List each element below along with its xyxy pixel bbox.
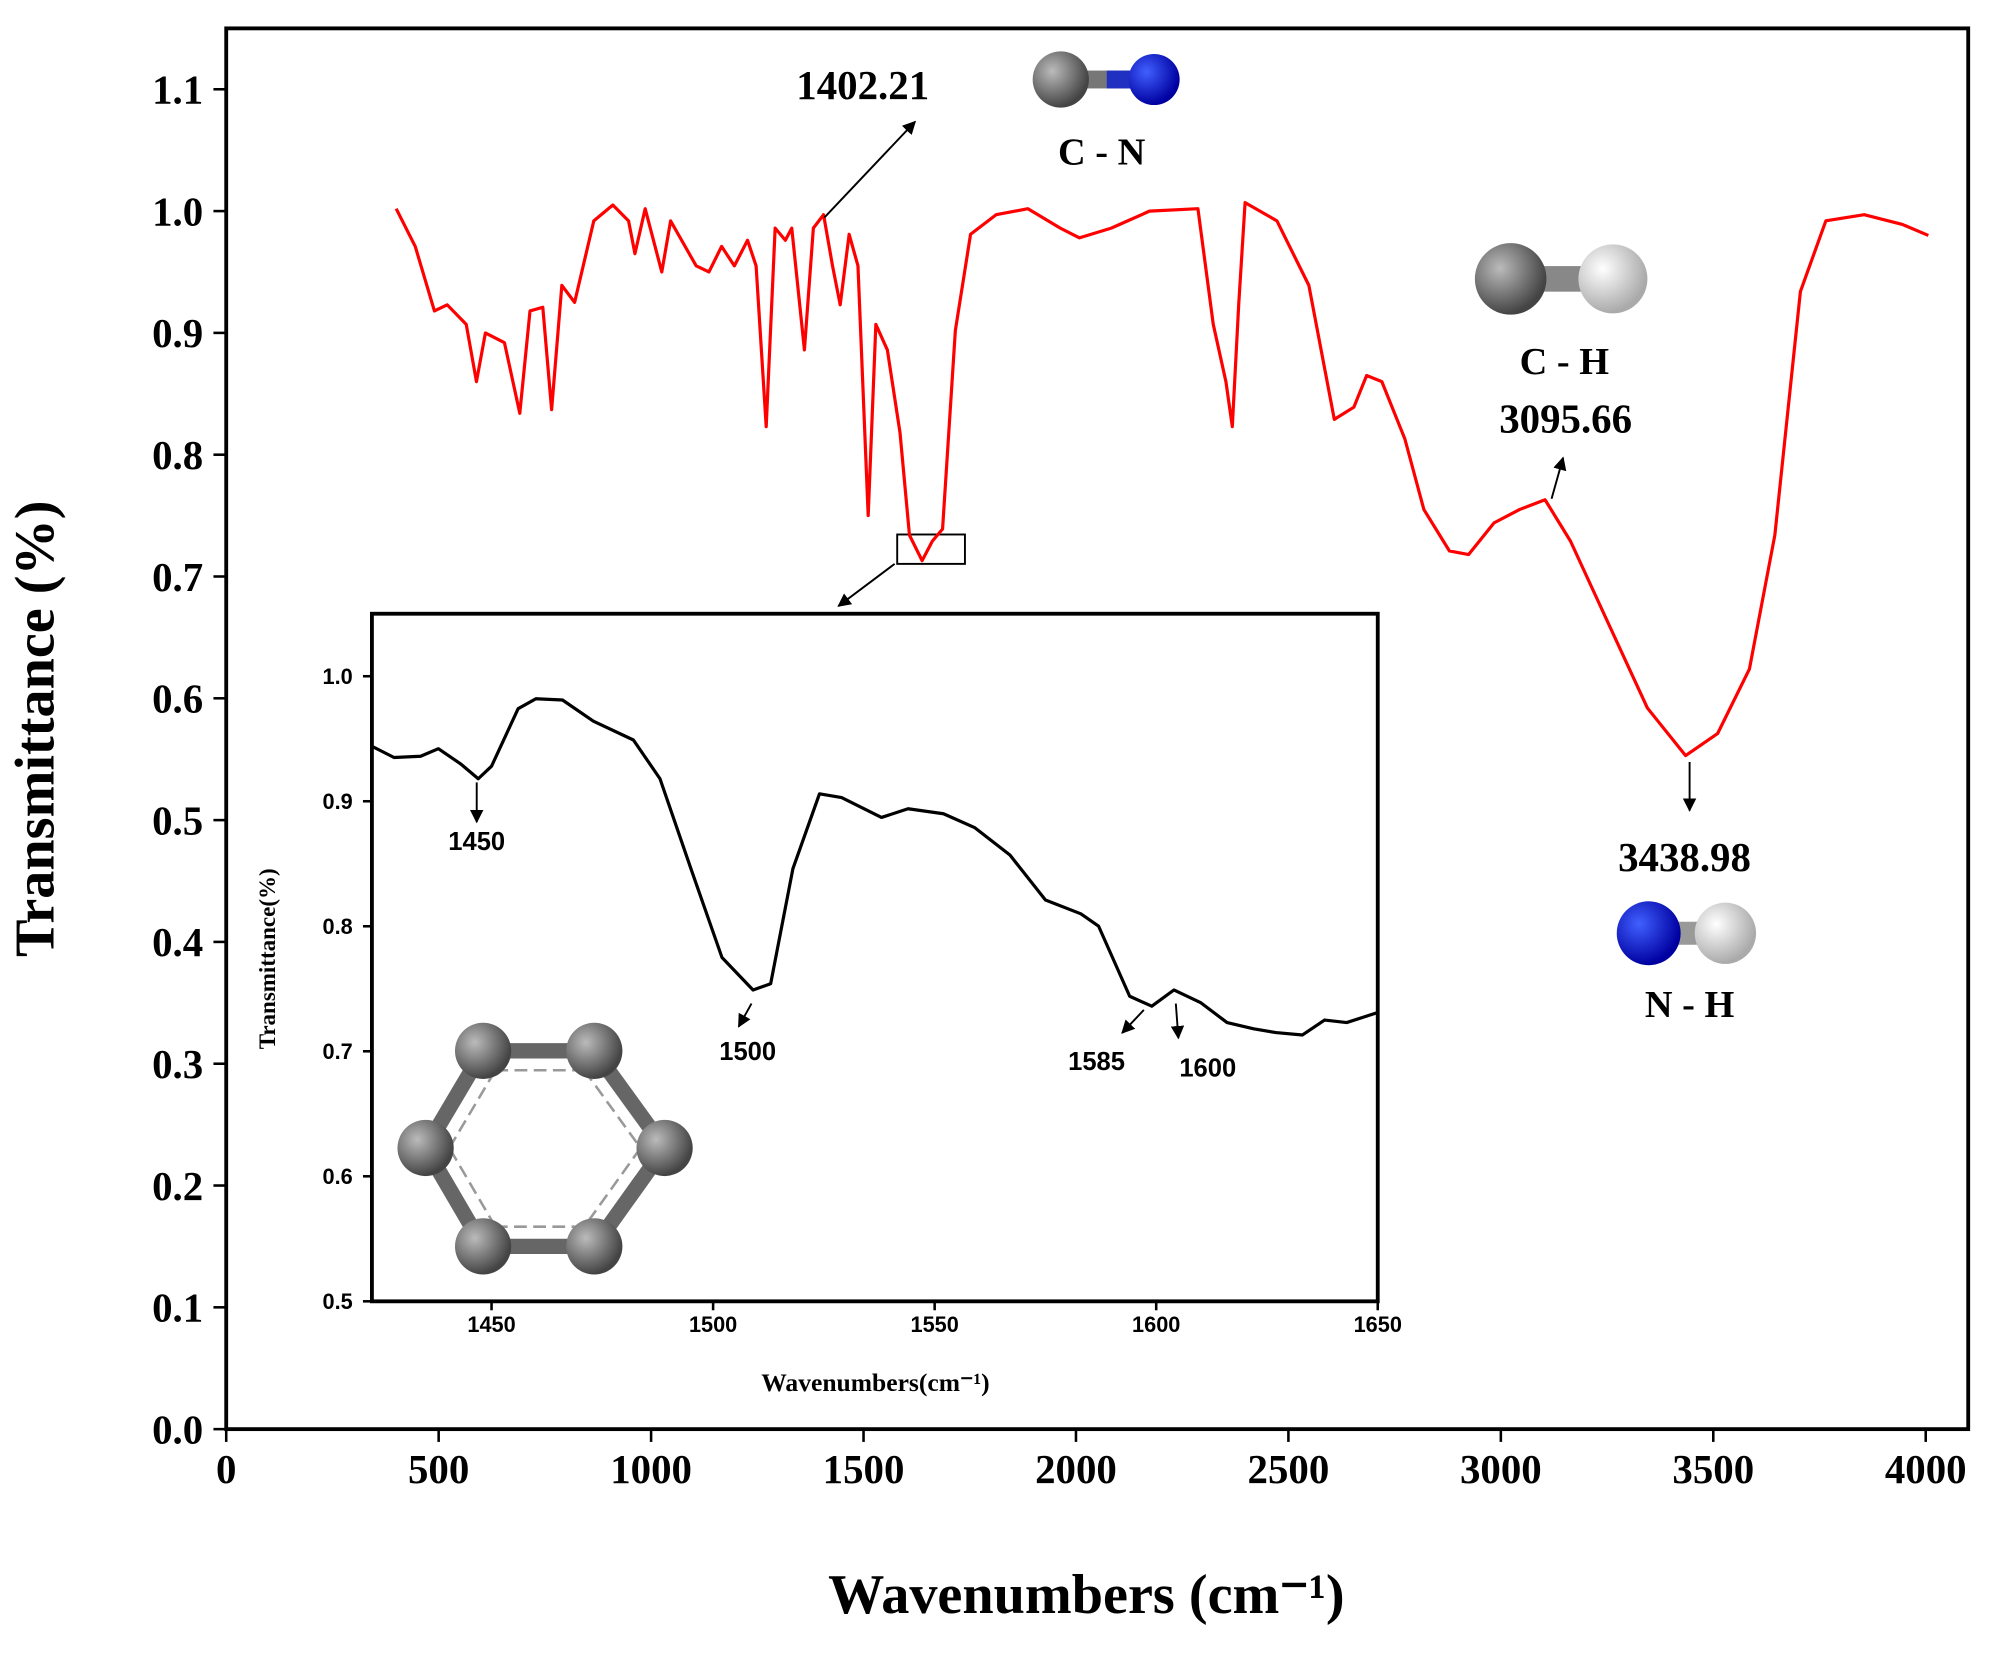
y-axis-label: Transmittance (%) <box>5 501 67 957</box>
y-tick-label: 1.0 <box>323 664 353 689</box>
cn-molecule <box>1032 51 1180 108</box>
x-tick-label: 1550 <box>910 1312 958 1337</box>
annotation: N - H <box>1645 984 1735 1026</box>
annotation: 3438.98 <box>1618 835 1751 880</box>
y-tick-label: 0.6 <box>152 677 203 722</box>
x-tick-label: 1500 <box>823 1447 905 1492</box>
annotation: C - N <box>1058 131 1146 173</box>
bond-inner <box>583 1147 642 1228</box>
x-tick-label: 4000 <box>1885 1447 1967 1492</box>
x-tick-label: 3500 <box>1672 1447 1754 1492</box>
y-tick-label: 0.0 <box>152 1407 203 1452</box>
bond-inner <box>448 1069 497 1149</box>
x-tick-label: 2000 <box>1035 1447 1117 1492</box>
inset: 1450 1500 1550 1600 1650 0.5 0.6 0.7 0.8 0.9 1.0 Tr… <box>255 611 1402 1397</box>
y-tick-label: 0.2 <box>152 1164 203 1209</box>
annotation: 1585 <box>1068 1048 1125 1076</box>
y-tick-label: 0.1 <box>152 1286 203 1331</box>
annotation-arrow <box>1121 1009 1145 1034</box>
atom <box>454 1022 512 1079</box>
nh-molecule <box>1616 901 1757 966</box>
y-tick-label: 0.4 <box>152 920 203 965</box>
annotation: 1450 <box>448 828 505 856</box>
x-tick-label: 1500 <box>689 1312 737 1337</box>
main-plot: 0 500 1000 1500 2000 2500 3000 3500 4000 0.0 0.1 0.… <box>5 26 1971 1626</box>
x-tick-label: 2500 <box>1248 1447 1330 1492</box>
y-tick-label: 0.9 <box>152 311 203 356</box>
atom <box>636 1119 693 1177</box>
spectrum-line <box>371 697 1378 1037</box>
inset-background <box>371 613 1378 1302</box>
y-axis-label: Transmittance(%) <box>255 868 280 1049</box>
x-tick-label: 1650 <box>1354 1312 1402 1337</box>
annotation: C - H <box>1520 341 1610 383</box>
annotation-arrow <box>823 120 917 219</box>
x-tick-label: 0 <box>216 1447 236 1492</box>
x-tick-label: 3000 <box>1460 1447 1542 1492</box>
atom <box>566 1218 623 1275</box>
zoom-arrow <box>837 563 896 607</box>
annotation: 3095.66 <box>1499 397 1632 442</box>
y-tick-label: 1.0 <box>152 189 203 234</box>
y-tick-label: 0.7 <box>323 1039 353 1064</box>
y-tick-label: 0.8 <box>323 914 353 939</box>
plot-frame <box>224 26 1971 1432</box>
x-axis-label: Wavenumbers (cm⁻¹) <box>828 1564 1345 1626</box>
y-tick-label: 0.3 <box>152 1042 203 1087</box>
x-tick-label: 1450 <box>467 1312 515 1337</box>
plot-frame <box>369 611 1380 1304</box>
spectrum-line <box>394 200 1929 758</box>
benzene <box>397 1022 693 1275</box>
x-tick-label: 1000 <box>610 1447 692 1492</box>
annotation: 1600 <box>1179 1054 1236 1082</box>
bond-inner <box>583 1069 642 1149</box>
x-tick-label: 500 <box>408 1447 469 1492</box>
annotation-arrow <box>1170 1003 1185 1040</box>
annotation-arrow <box>737 1003 753 1028</box>
y-tick-label: 1.1 <box>152 68 203 113</box>
y-tick-label: 0.8 <box>152 433 203 478</box>
ch-molecule <box>1474 243 1648 315</box>
y-tick-label: 0.5 <box>152 798 203 843</box>
atom <box>454 1218 512 1275</box>
bond-inner <box>448 1147 497 1228</box>
zoom-box <box>896 533 966 565</box>
y-tick-label: 0.9 <box>323 789 353 814</box>
x-tick-label: 1600 <box>1132 1312 1180 1337</box>
atom <box>397 1119 454 1177</box>
annotation-arrow <box>1550 456 1567 499</box>
annotation: 1500 <box>719 1038 776 1066</box>
annotation: 1402.21 <box>796 63 929 108</box>
atom <box>566 1022 623 1079</box>
x-axis-label: Wavenumbers(cm⁻¹) <box>761 1368 989 1397</box>
y-tick-label: 0.6 <box>323 1164 353 1189</box>
y-tick-label: 0.5 <box>323 1289 353 1314</box>
y-tick-label: 0.7 <box>152 555 203 600</box>
